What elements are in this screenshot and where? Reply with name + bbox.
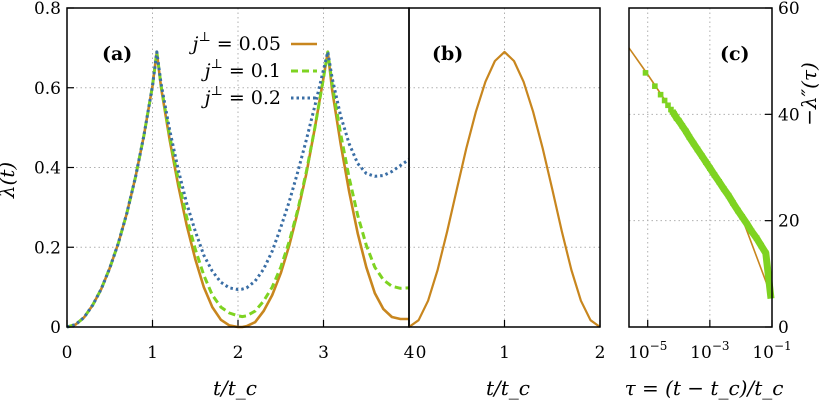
legend-entry-label-2: j⊥ = 0.1 — [201, 57, 281, 82]
panel-c-x-tick-label: 10−3 — [690, 339, 729, 363]
panel-a-y-tick-label: 0.6 — [34, 79, 61, 99]
panel-a-label: (a) — [102, 43, 132, 65]
legend-entry-label-1: j⊥ = 0.05 — [189, 30, 281, 55]
panel-a-x-tick-label: 3 — [318, 343, 329, 363]
panel-a-x-tick-label: 1 — [147, 343, 158, 363]
panel-a-y-tick-label: 0 — [50, 318, 61, 338]
panel-c-data-point — [642, 70, 649, 76]
panel-b-x-tick-label: 1 — [499, 343, 510, 363]
panel-b-frame — [408, 7, 601, 328]
panel-c-label: (c) — [720, 43, 750, 65]
panel-c-y-tick-label: 40 — [778, 105, 800, 125]
panel-a-y-axis-label: λ(t) — [0, 162, 19, 199]
panel-a-series-line-2 — [66, 50, 410, 329]
panel-a-y-tick-label: 0.4 — [34, 159, 61, 179]
panel-c-data-point — [661, 97, 668, 104]
panel-c-fit-line — [628, 47, 773, 299]
panel-c-data-point — [652, 83, 658, 89]
panel-b-x-axis-label: t/t_c — [486, 376, 530, 400]
panel-a-x-tick-label: 2 — [233, 343, 244, 363]
panel-c-x-tick-label: 10−1 — [752, 339, 791, 363]
panel-b-series-line — [408, 50, 601, 328]
panel-c-y-tick-label: 20 — [778, 212, 800, 232]
panel-c-marker-band — [669, 108, 775, 299]
panel-c-data-point — [668, 106, 674, 113]
panel-a-series-line-3 — [66, 50, 410, 329]
panel-c-x-tick-label: 10−5 — [628, 339, 667, 363]
panel-c-chart: 10−5 10−3 10−10 20 40 60 — [628, 0, 800, 363]
panel-b-x-tick-label: 0 — [416, 343, 427, 363]
panel-c-frame — [628, 7, 773, 328]
panel-a-chart: 0 1 2 3 4 0 0.2 0.4 0.6 0.8 j⊥ = 0.05j⊥ = 0.1j⊥ = … — [34, 0, 414, 363]
panel-c-x-axis-label: τ = (t − t_c)/t_c — [625, 376, 784, 400]
panel-a-x-axis-label: t/t_c — [213, 376, 257, 400]
panel-b-chart: 0 1 2 — [408, 7, 606, 363]
panel-c-data-point — [665, 102, 671, 109]
panel-c-y-axis-label: −λ″(τ) — [797, 62, 821, 126]
panel-a-x-tick-label: 4 — [404, 343, 415, 363]
panel-a-y-tick-label: 0.8 — [34, 0, 61, 19]
panel-b-label: (b) — [432, 43, 463, 65]
panel-c-y-tick-label: 0 — [778, 318, 789, 338]
panel-a-x-tick-label: 0 — [62, 343, 73, 363]
legend-entry-label-3: j⊥ = 0.2 — [201, 84, 281, 109]
panel-c-data-point — [657, 91, 664, 98]
panel-a-y-tick-label: 0.2 — [34, 238, 61, 258]
panel-b-x-tick-label: 2 — [595, 343, 606, 363]
panel-c-y-tick-label: 60 — [778, 0, 800, 19]
